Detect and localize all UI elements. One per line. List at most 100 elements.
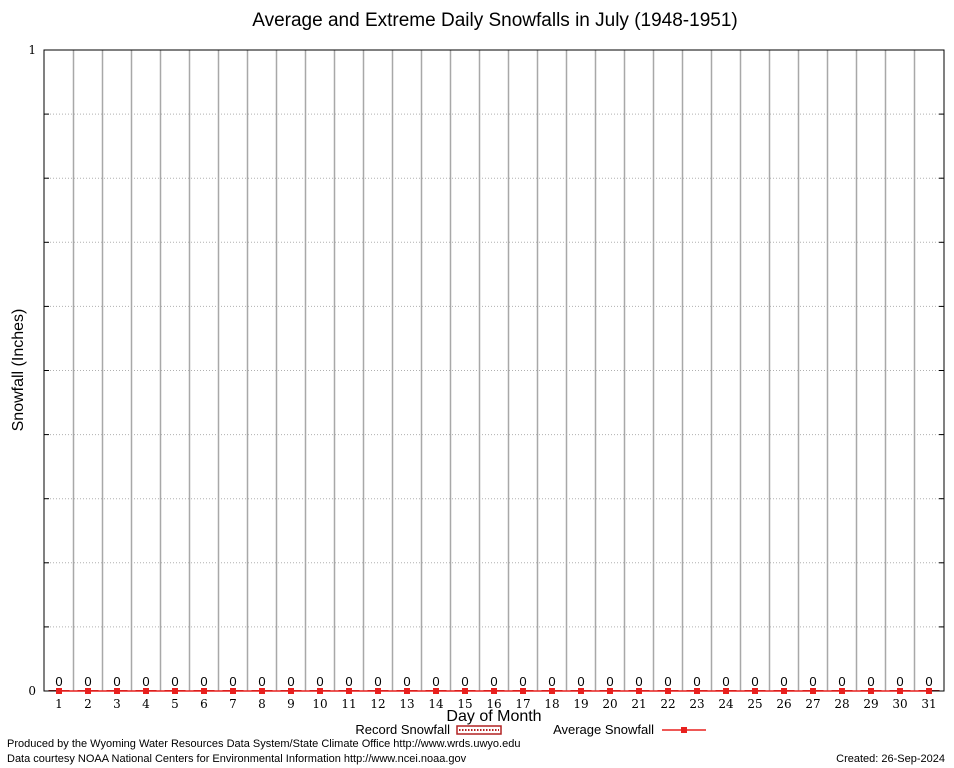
x-tick-label: 23 bbox=[689, 697, 704, 711]
average-point bbox=[578, 688, 584, 694]
average-point bbox=[259, 688, 265, 694]
average-point bbox=[694, 688, 700, 694]
x-tick-label: 22 bbox=[660, 697, 675, 711]
average-point bbox=[462, 688, 468, 694]
x-tick-label: 2 bbox=[84, 697, 92, 711]
x-tick-label: 3 bbox=[113, 697, 121, 711]
data-label: 0 bbox=[780, 674, 787, 689]
x-tick-label: 31 bbox=[921, 697, 936, 711]
average-point bbox=[317, 688, 323, 694]
average-point bbox=[114, 688, 120, 694]
legend: Record Snowfall Average Snowfall bbox=[355, 722, 706, 737]
tick-layer bbox=[44, 113, 944, 628]
data-label: 0 bbox=[606, 674, 613, 689]
average-point bbox=[723, 688, 729, 694]
data-label: 0 bbox=[345, 674, 352, 689]
average-point bbox=[491, 688, 497, 694]
x-tick-label: 27 bbox=[805, 697, 820, 711]
x-tick-label: 25 bbox=[747, 697, 762, 711]
x-tick-label: 26 bbox=[776, 697, 791, 711]
x-tick-label: 10 bbox=[312, 697, 327, 711]
y-tick-label: 0 bbox=[28, 684, 36, 698]
data-label: 0 bbox=[925, 674, 932, 689]
average-point bbox=[85, 688, 91, 694]
data-label: 0 bbox=[751, 674, 758, 689]
x-tick-label: 28 bbox=[834, 697, 849, 711]
average-point bbox=[926, 688, 932, 694]
data-label: 0 bbox=[287, 674, 294, 689]
average-point bbox=[230, 688, 236, 694]
x-axis-label: Day of Month bbox=[446, 708, 541, 725]
data-label: 0 bbox=[461, 674, 468, 689]
legend-record-swatch bbox=[456, 725, 502, 735]
average-point bbox=[172, 688, 178, 694]
x-tick-label: 17 bbox=[515, 697, 530, 711]
average-point bbox=[897, 688, 903, 694]
data-label: 0 bbox=[896, 674, 903, 689]
x-tick-label: 14 bbox=[428, 697, 444, 711]
x-tick-label: 21 bbox=[631, 697, 646, 711]
series-layer bbox=[56, 688, 932, 694]
x-tick-label: 30 bbox=[892, 697, 907, 711]
chart-title: Average and Extreme Daily Snowfalls in J… bbox=[252, 10, 737, 31]
x-tick-label: 18 bbox=[544, 697, 559, 711]
data-label: 0 bbox=[809, 674, 816, 689]
x-tick-label: 11 bbox=[341, 697, 356, 711]
data-label: 0 bbox=[84, 674, 91, 689]
data-label: 0 bbox=[635, 674, 642, 689]
data-label: 0 bbox=[55, 674, 62, 689]
x-tick-label: 8 bbox=[258, 697, 266, 711]
legend-average-swatch bbox=[662, 727, 706, 733]
data-label: 0 bbox=[374, 674, 381, 689]
average-point bbox=[346, 688, 352, 694]
average-point bbox=[868, 688, 874, 694]
x-tick-label: 19 bbox=[573, 697, 588, 711]
average-point bbox=[839, 688, 845, 694]
x-tick-label: 29 bbox=[863, 697, 878, 711]
x-tick-label: 5 bbox=[171, 697, 179, 711]
y-axis-label: Snowfall (Inches) bbox=[10, 309, 27, 432]
average-point bbox=[433, 688, 439, 694]
average-point bbox=[201, 688, 207, 694]
data-label: 0 bbox=[403, 674, 410, 689]
x-tick-label: 4 bbox=[142, 697, 150, 711]
x-tick-label: 7 bbox=[229, 697, 237, 711]
average-point bbox=[404, 688, 410, 694]
average-point bbox=[288, 688, 294, 694]
grid-layer bbox=[44, 50, 944, 691]
x-tick-label: 16 bbox=[486, 697, 501, 711]
average-point bbox=[607, 688, 613, 694]
data-label: 0 bbox=[722, 674, 729, 689]
data-label: 0 bbox=[577, 674, 584, 689]
x-tick-label: 12 bbox=[370, 697, 385, 711]
data-label: 0 bbox=[867, 674, 874, 689]
legend-average-label: Average Snowfall bbox=[553, 722, 654, 737]
footer-produced-by: Produced by the Wyoming Water Resources … bbox=[7, 738, 521, 750]
data-label: 0 bbox=[693, 674, 700, 689]
x-tick-label: 9 bbox=[287, 697, 295, 711]
data-label: 0 bbox=[432, 674, 439, 689]
footer-data-courtesy: Data courtesy NOAA National Centers for … bbox=[7, 753, 467, 765]
y-tick-label: 1 bbox=[28, 43, 36, 57]
average-point bbox=[520, 688, 526, 694]
average-point bbox=[781, 688, 787, 694]
data-label: 0 bbox=[113, 674, 120, 689]
data-label: 0 bbox=[519, 674, 526, 689]
data-label: 0 bbox=[664, 674, 671, 689]
x-tick-label: 15 bbox=[457, 697, 472, 711]
x-tick-label: 13 bbox=[399, 697, 414, 711]
data-label: 0 bbox=[838, 674, 845, 689]
average-point bbox=[636, 688, 642, 694]
data-label: 0 bbox=[316, 674, 323, 689]
legend-record-label: Record Snowfall bbox=[355, 722, 450, 737]
average-point bbox=[665, 688, 671, 694]
label-layer: 0110203040506070809010011012013014015016… bbox=[28, 43, 936, 711]
data-label: 0 bbox=[229, 674, 236, 689]
data-label: 0 bbox=[548, 674, 555, 689]
x-tick-label: 24 bbox=[718, 697, 734, 711]
x-tick-label: 1 bbox=[55, 697, 63, 711]
average-point bbox=[375, 688, 381, 694]
x-tick-label: 20 bbox=[602, 697, 617, 711]
average-point bbox=[143, 688, 149, 694]
